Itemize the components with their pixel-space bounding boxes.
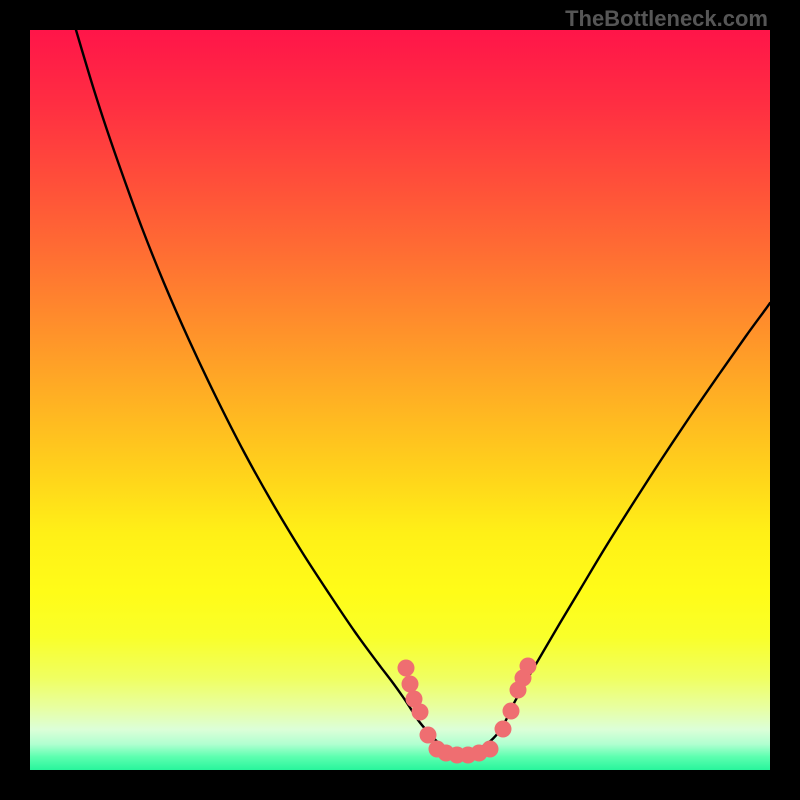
chart-stage: TheBottleneck.com <box>0 0 800 800</box>
chart-svg <box>0 0 800 800</box>
curve-marker <box>520 658 537 675</box>
curve-marker <box>482 741 499 758</box>
curve-marker <box>412 704 429 721</box>
curve-marker <box>402 676 419 693</box>
gradient-panel <box>30 30 770 770</box>
watermark-text: TheBottleneck.com <box>565 6 768 32</box>
curve-marker <box>503 703 520 720</box>
curve-marker <box>420 727 437 744</box>
curve-marker <box>495 721 512 738</box>
curve-marker <box>398 660 415 677</box>
